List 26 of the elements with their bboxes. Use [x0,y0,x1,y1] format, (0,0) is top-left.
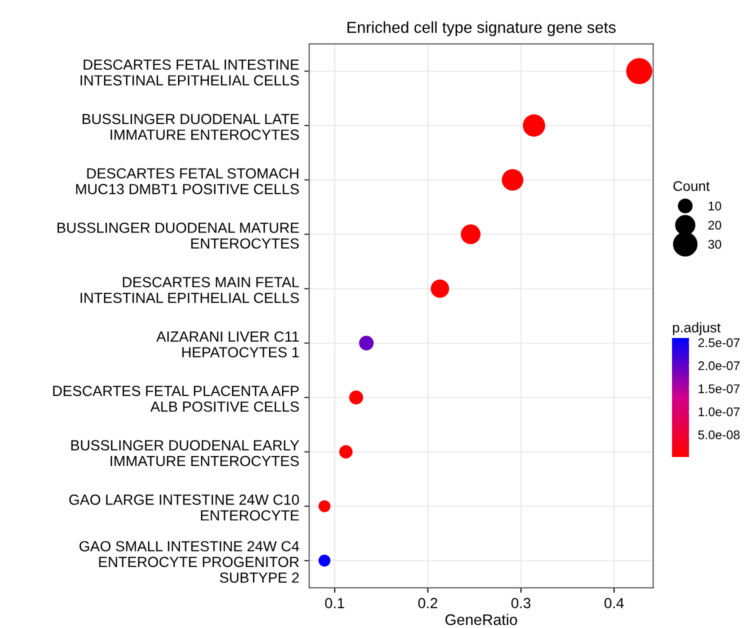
color-bar-label: 5.0e-08 [698,430,740,440]
x-tick-label: 0.2 [418,598,438,608]
x-tick-label: 0.1 [325,598,344,608]
x-tick-label: 0.4 [604,598,624,608]
legend-label: 20 [708,220,722,230]
y-tick-label: BUSSLINGER DUODENAL LATE IMMATURE ENTEROCYTES [82,114,299,140]
x-axis-title: GeneRatio [445,614,518,626]
y-tick-label: DESCARTES FETAL PLACENTA AFP ALB POSITIVE CELLS [53,386,299,412]
y-tick-label: DESCARTES MAIN FETAL INTESTINAL EPITHELIAL CELLS [80,276,299,304]
chart-title: Enriched cell type signature gene sets [348,21,616,36]
y-tick-label: BUSSLINGER DUODENAL MATURE ENTEROCYTES [58,222,299,249]
legend-title: Count [673,181,710,192]
color-bar-label: 1.0e-07 [698,407,740,416]
y-tick-label: AIZARANI LIVER C11 HEPATOCYTES 1 [156,331,299,358]
legend-label: 10 [708,202,722,210]
y-tick-label: DESCARTES FETAL STOMACH MUC13 DMBT1 POSITIVE CELLS [76,168,299,194]
color-bar-title: p.adjust [672,322,721,336]
color-bar-label: 2.5e-07 [698,338,740,348]
y-tick-label: DESCARTES FETAL INTESTINE INTESTINAL EPITHELIAL CELLS [80,59,299,86]
y-tick-label: GAO LARGE INTESTINE 24W C10 ENTEROCYTE [69,494,299,521]
y-tick-label: GAO SMALL INTESTINE 24W C4 ENTEROCYTE PROGENITOR SUBTYPE 2 [80,541,300,583]
x-tick-label: 0.3 [511,598,530,608]
color-bar-label: 1.5e-07 [698,384,740,394]
y-tick-label: BUSSLINGER DUODENAL EARLY IMMATURE ENTEROCYTES [71,440,300,466]
legend-label: 30 [708,240,722,249]
color-bar-label: 2.0e-07 [698,361,740,370]
